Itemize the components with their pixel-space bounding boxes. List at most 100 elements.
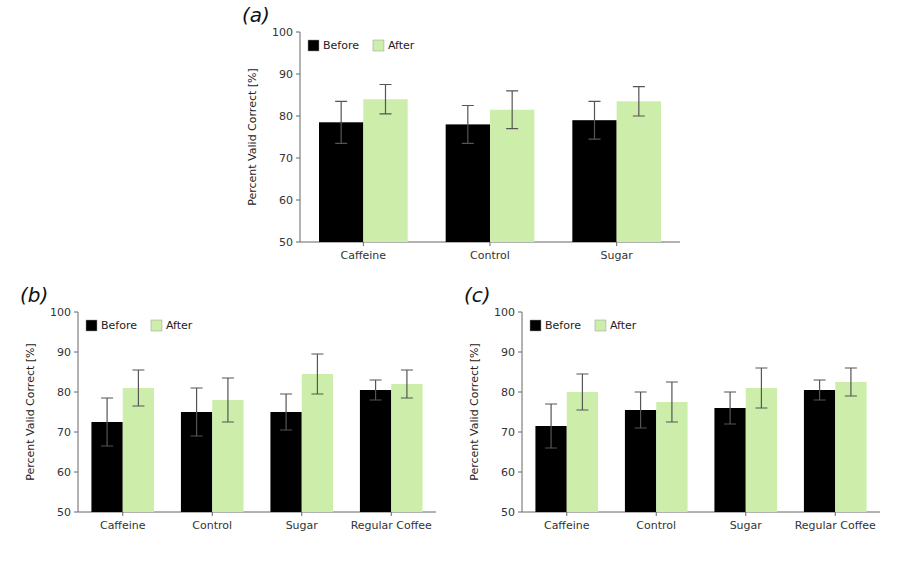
y-tick-label: 100	[494, 306, 515, 319]
x-tick	[835, 512, 836, 516]
x-axis: Caffeine Control Sugar Regular Coffee	[544, 512, 876, 532]
x-tick	[363, 242, 364, 246]
error-bar	[311, 354, 323, 394]
error-bar	[401, 370, 413, 398]
y-tick-label: 50	[501, 506, 515, 519]
legend-label: Before	[545, 319, 581, 332]
x-tick	[301, 512, 302, 516]
y-tick-label: 80	[57, 386, 71, 399]
x-tick	[616, 242, 617, 246]
y-tick-label: 60	[279, 194, 293, 207]
x-tick-label: Caffeine	[544, 519, 590, 532]
panel: 5060708090100Percent Valid Correct [%]Ca…	[20, 283, 436, 562]
error-bars	[101, 354, 413, 446]
y-axis-line	[300, 32, 301, 242]
error-bar	[132, 370, 144, 406]
x-tick-label: Control	[636, 519, 676, 532]
error-bar	[462, 106, 474, 144]
y-tick-label: 80	[279, 110, 293, 123]
bar	[302, 374, 333, 512]
bar	[617, 101, 661, 242]
y-tick-label: 90	[501, 346, 515, 359]
error-bar	[380, 85, 392, 114]
error-bars	[335, 85, 645, 144]
x-tick-label: Caffeine	[100, 519, 146, 532]
x-tick	[122, 512, 123, 516]
bar	[363, 99, 407, 242]
legend-swatch	[86, 320, 97, 331]
bar	[391, 384, 422, 512]
y-tick	[74, 392, 78, 393]
y-axis-label: Percent Valid Correct [%]	[468, 343, 481, 481]
y-tick	[296, 158, 300, 159]
x-tick	[745, 512, 746, 516]
y-tick-label: 50	[57, 506, 71, 519]
legend: BeforeAfter	[530, 319, 637, 332]
legend-swatch	[308, 40, 319, 51]
error-bar	[280, 394, 292, 430]
legend: BeforeAfter	[86, 319, 193, 332]
legend-swatch	[373, 40, 384, 51]
error-bar	[506, 91, 518, 129]
x-tick	[212, 512, 213, 516]
error-bar	[814, 380, 826, 400]
error-bar	[370, 380, 382, 400]
legend-swatch	[151, 320, 162, 331]
error-bar	[666, 382, 678, 422]
y-tick	[74, 352, 78, 353]
y-tick-label: 60	[57, 466, 71, 479]
legend-label: After	[166, 319, 193, 332]
bars	[319, 99, 661, 242]
bars	[91, 374, 422, 512]
y-axis: 5060708090100	[50, 306, 78, 519]
error-bar	[545, 404, 557, 448]
y-tick	[296, 200, 300, 201]
y-axis: 5060708090100	[494, 306, 522, 519]
error-bar	[633, 87, 645, 116]
x-tick	[656, 512, 657, 516]
y-axis-line	[522, 312, 523, 512]
panel: 5060708090100Percent Valid Correct [%]Ca…	[464, 283, 880, 562]
y-tick	[74, 312, 78, 313]
bar	[835, 382, 866, 512]
x-tick-label: Caffeine	[341, 249, 387, 262]
y-axis-label: Percent Valid Correct [%]	[246, 68, 259, 206]
y-tick-label: 70	[57, 426, 71, 439]
error-bar	[576, 374, 588, 410]
y-tick	[518, 392, 522, 393]
figure: 50 60 70 80 90 100 Percent Valid Correct [%] Ca…	[0, 0, 900, 562]
y-axis: 5060708090100	[272, 26, 300, 249]
y-tick	[518, 432, 522, 433]
panel-label: (a)	[242, 3, 270, 27]
y-axis-label: Percent Valid Correct [%]	[24, 343, 37, 481]
error-bar	[589, 101, 601, 139]
legend-swatch	[595, 320, 606, 331]
y-axis-line	[78, 312, 79, 512]
y-tick-label: 90	[279, 68, 293, 81]
bar	[360, 390, 391, 512]
y-tick	[518, 472, 522, 473]
x-tick	[391, 512, 392, 516]
x-tick-label: Sugar	[730, 519, 763, 532]
panel-label: (b)	[20, 283, 48, 307]
legend-label: After	[388, 39, 415, 52]
y-tick	[518, 512, 522, 513]
x-tick	[566, 512, 567, 516]
panel-label: (c)	[464, 283, 491, 307]
y-tick	[296, 116, 300, 117]
bars	[535, 382, 866, 512]
y-tick-label: 50	[279, 236, 293, 249]
y-tick-label: 80	[501, 386, 515, 399]
bar	[804, 390, 835, 512]
legend: BeforeAfter	[308, 39, 415, 52]
x-tick-label: Sugar	[601, 249, 634, 262]
x-tick-label: Control	[192, 519, 232, 532]
error-bar	[635, 392, 647, 428]
error-bar	[724, 392, 736, 424]
y-tick-label: 70	[501, 426, 515, 439]
error-bar	[845, 368, 857, 396]
x-tick	[490, 242, 491, 246]
error-bars	[545, 368, 857, 448]
x-tick-label: Regular Coffee	[795, 519, 876, 532]
error-bar	[191, 388, 203, 436]
